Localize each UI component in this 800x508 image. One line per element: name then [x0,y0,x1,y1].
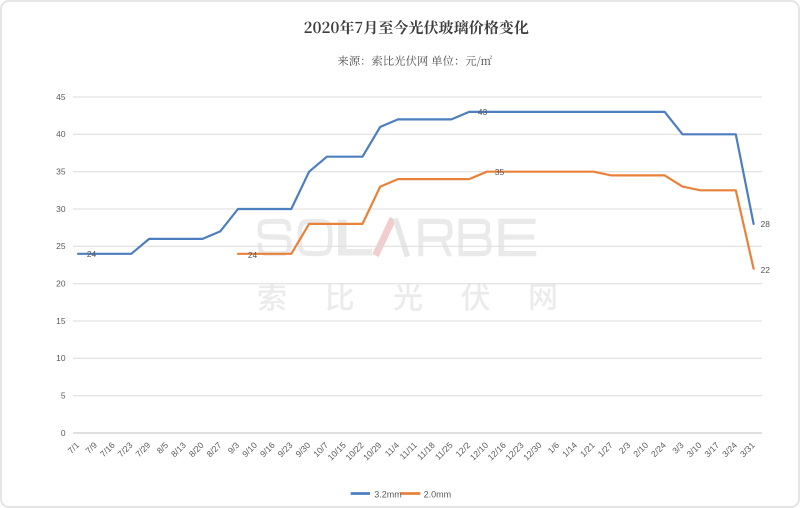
svg-text:3.2mm: 3.2mm [374,489,402,499]
svg-text:24: 24 [87,249,97,259]
svg-text:40: 40 [56,129,66,139]
svg-text:28: 28 [761,219,771,229]
svg-text:5: 5 [61,391,66,401]
svg-text:0: 0 [61,428,66,438]
svg-text:45: 45 [56,92,66,102]
svg-text:10: 10 [56,353,66,363]
svg-text:2.0mm: 2.0mm [424,489,452,499]
svg-text:35: 35 [56,167,66,177]
svg-text:35: 35 [495,167,505,177]
svg-text:22: 22 [761,265,771,275]
svg-text:20: 20 [56,279,66,289]
svg-text:30: 30 [56,204,66,214]
svg-text:15: 15 [56,316,66,326]
svg-text:24: 24 [248,250,258,260]
svg-text:43: 43 [478,107,488,117]
svg-text:25: 25 [56,241,66,251]
